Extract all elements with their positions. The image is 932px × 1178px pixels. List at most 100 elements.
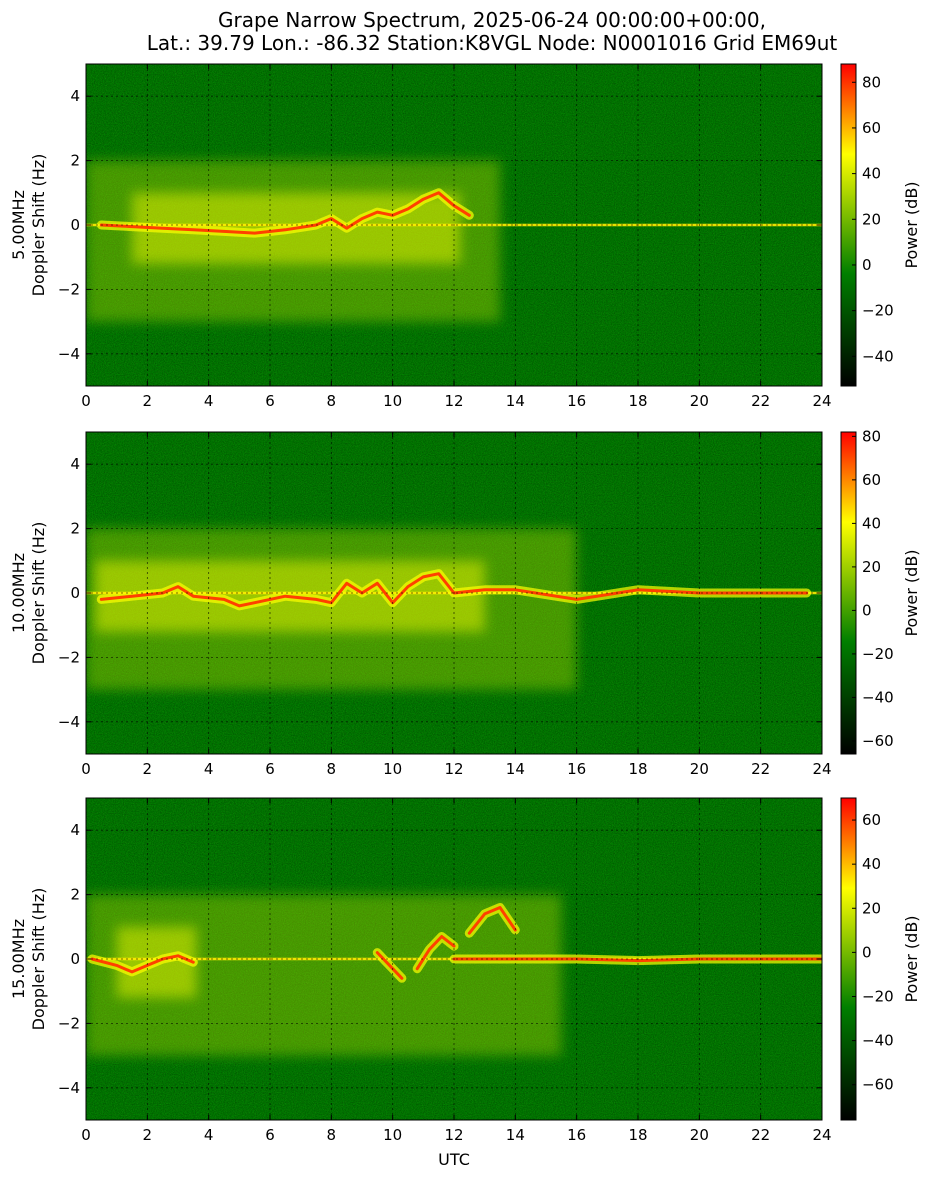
x-tick-label: 0 xyxy=(81,1126,91,1144)
x-tick-label: 4 xyxy=(204,760,214,778)
doppler-trace xyxy=(467,906,517,935)
x-tick-label: 18 xyxy=(628,392,647,410)
colorbar xyxy=(840,431,857,755)
y-axis-label-doppler: Doppler Shift (Hz) xyxy=(29,888,48,1031)
y-tick-label: 2 xyxy=(70,152,80,170)
figure-title-line-1: Grape Narrow Spectrum, 2025-06-24 00:00:… xyxy=(218,8,766,32)
x-tick-label: 24 xyxy=(812,1126,831,1144)
x-tick-label: 14 xyxy=(506,760,525,778)
x-tick-label: 0 xyxy=(81,760,91,778)
x-axis-label: UTC xyxy=(438,1150,470,1169)
colorbar-tick-label: −20 xyxy=(862,302,894,320)
x-tick-label: 18 xyxy=(628,1126,647,1144)
y-tick-label: −4 xyxy=(58,713,80,731)
y-tick-label: 0 xyxy=(70,584,80,602)
x-tick-label: 24 xyxy=(812,392,831,410)
colorbar-tick-label: −20 xyxy=(862,987,894,1005)
colorbar-tick-label: 40 xyxy=(862,855,881,873)
colorbar-tick-label: 40 xyxy=(862,165,881,183)
x-tick-label: 16 xyxy=(567,760,586,778)
x-tick-label: 4 xyxy=(204,392,214,410)
y-tick-label: 2 xyxy=(70,520,80,538)
y-tick-label: −2 xyxy=(58,280,80,298)
doppler-trace xyxy=(99,191,471,235)
y-tick-label: 0 xyxy=(70,216,80,234)
doppler-trace xyxy=(99,572,809,608)
y-axis-label-doppler: Doppler Shift (Hz) xyxy=(29,522,48,665)
colorbar-tick-label: −40 xyxy=(862,347,894,365)
y-axis-label-doppler: Doppler Shift (Hz) xyxy=(29,154,48,297)
colorbar-tick-label: 20 xyxy=(862,899,881,917)
y-tick-label: 2 xyxy=(70,886,80,904)
x-tick-label: 8 xyxy=(327,760,337,778)
y-tick-label: 0 xyxy=(70,950,80,968)
colorbar-tick-label: −60 xyxy=(862,1076,894,1094)
x-tick-label: 0 xyxy=(81,392,91,410)
colorbar-tick-label: 80 xyxy=(862,73,881,91)
colorbar-tick-label: −20 xyxy=(862,645,894,663)
x-tick-label: 6 xyxy=(265,392,275,410)
x-tick-label: 6 xyxy=(265,1126,275,1144)
x-tick-label: 18 xyxy=(628,760,647,778)
colorbar-tick-label: −40 xyxy=(862,1032,894,1050)
x-tick-label: 4 xyxy=(204,1126,214,1144)
colorbar-tick-label: 0 xyxy=(862,601,872,619)
x-tick-label: 14 xyxy=(506,1126,525,1144)
x-tick-label: 22 xyxy=(751,760,770,778)
colorbar-tick-label: 60 xyxy=(862,471,881,489)
colorbar-tick-label: 80 xyxy=(862,427,881,445)
y-tick-label: −2 xyxy=(58,648,80,666)
colorbar-tick-label: 20 xyxy=(862,210,881,228)
colorbar-tick-label: −60 xyxy=(862,732,894,750)
spectrogram-area xyxy=(86,64,822,386)
x-tick-label: 20 xyxy=(690,760,709,778)
colorbar-tick-label: −40 xyxy=(862,688,894,706)
x-tick-label: 20 xyxy=(690,1126,709,1144)
x-tick-label: 2 xyxy=(143,760,153,778)
y-tick-label: −4 xyxy=(58,1079,80,1097)
y-tick-label: −4 xyxy=(58,345,80,363)
doppler-trace xyxy=(415,935,456,971)
x-tick-label: 12 xyxy=(444,760,463,778)
colorbar-tick-label: 40 xyxy=(862,514,881,532)
doppler-trace xyxy=(90,954,195,974)
x-tick-label: 2 xyxy=(143,1126,153,1144)
colorbar-label: Power (dB) xyxy=(902,549,921,636)
colorbar-tick-label: 20 xyxy=(862,558,881,576)
figure-title-line-2: Lat.: 39.79 Lon.: -86.32 Station:K8VGL N… xyxy=(147,31,838,55)
y-tick-label: 4 xyxy=(70,455,80,473)
x-tick-label: 10 xyxy=(383,392,402,410)
y-axis-label-frequency: 10.00MHz xyxy=(9,553,28,633)
x-tick-label: 16 xyxy=(567,392,586,410)
x-tick-label: 24 xyxy=(812,760,831,778)
colorbar-tick-label: 60 xyxy=(862,119,881,137)
colorbar xyxy=(840,797,857,1121)
y-axis-label-frequency: 5.00MHz xyxy=(9,190,28,260)
x-tick-label: 6 xyxy=(265,760,275,778)
y-tick-label: 4 xyxy=(70,87,80,105)
colorbar-tick-label: 0 xyxy=(862,256,872,274)
colorbar-label: Power (dB) xyxy=(902,181,921,268)
x-tick-label: 2 xyxy=(143,392,153,410)
x-tick-label: 22 xyxy=(751,1126,770,1144)
x-tick-label: 10 xyxy=(383,760,402,778)
x-tick-label: 22 xyxy=(751,392,770,410)
spectrogram-area xyxy=(86,432,822,754)
y-tick-label: −2 xyxy=(58,1014,80,1032)
y-tick-label: 4 xyxy=(70,821,80,839)
colorbar-label: Power (dB) xyxy=(902,915,921,1002)
colorbar-tick-label: 60 xyxy=(862,811,881,829)
x-tick-label: 8 xyxy=(327,392,337,410)
spectrogram-area xyxy=(86,798,822,1120)
colorbar-tick-label: 0 xyxy=(862,943,872,961)
x-tick-label: 14 xyxy=(506,392,525,410)
x-tick-label: 12 xyxy=(444,392,463,410)
x-tick-label: 8 xyxy=(327,1126,337,1144)
x-tick-label: 12 xyxy=(444,1126,463,1144)
colorbar xyxy=(840,63,857,387)
